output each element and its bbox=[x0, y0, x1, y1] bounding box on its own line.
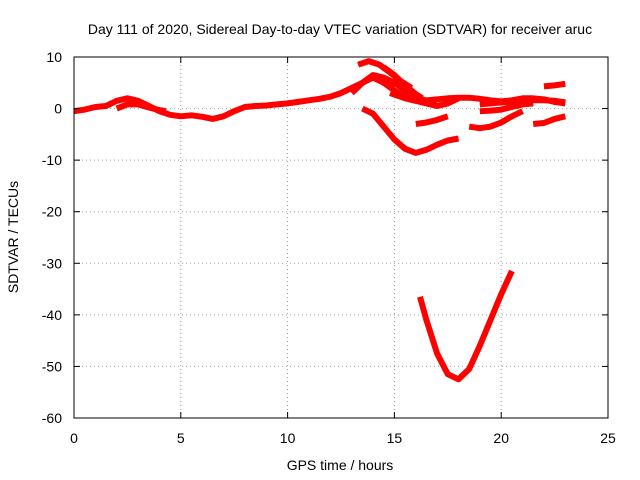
series-trace-8 bbox=[361, 105, 460, 156]
series-trace-10 bbox=[468, 108, 524, 132]
y-tick-label: -10 bbox=[42, 152, 62, 168]
x-tick-label: 0 bbox=[70, 430, 78, 446]
x-tick-label: 15 bbox=[387, 430, 403, 446]
series-trace-6 bbox=[381, 64, 424, 101]
series-trace-2 bbox=[115, 101, 167, 115]
y-tick-label: -40 bbox=[42, 307, 62, 323]
y-tick-label: -60 bbox=[42, 410, 62, 426]
series-trace-12 bbox=[479, 97, 566, 108]
plot-frame bbox=[73, 56, 609, 419]
x-tick-label: 25 bbox=[600, 430, 616, 446]
x-axis-label: GPS time / hours bbox=[287, 457, 394, 473]
series-trace-9 bbox=[415, 113, 449, 127]
y-axis-label: SDTVAR / TECUs bbox=[5, 181, 21, 293]
y-tick-label: -50 bbox=[42, 358, 62, 374]
y-tick-label: 10 bbox=[46, 49, 62, 65]
y-tick-label: 0 bbox=[54, 101, 62, 117]
x-tick-label: 10 bbox=[280, 430, 296, 446]
series-trace-14 bbox=[543, 80, 566, 90]
x-tick-label: 20 bbox=[493, 430, 509, 446]
series-trace-13 bbox=[532, 113, 567, 127]
series-trace-15 bbox=[417, 269, 515, 383]
series-trace-7 bbox=[389, 90, 460, 109]
y-tick-label: -30 bbox=[42, 255, 62, 271]
chart-title: Day 111 of 2020, Sidereal Day-to-day VTE… bbox=[88, 21, 592, 37]
data-series bbox=[73, 58, 567, 383]
y-axis: 10 0 -10 -20 -30 -40 -50 -60 bbox=[42, 49, 608, 426]
x-axis: 0 5 10 15 20 25 bbox=[70, 57, 616, 446]
y-tick-label: -20 bbox=[42, 204, 62, 220]
x-tick-label: 5 bbox=[177, 430, 185, 446]
series-trace-11 bbox=[479, 100, 534, 115]
series-trace-1 bbox=[73, 74, 396, 122]
